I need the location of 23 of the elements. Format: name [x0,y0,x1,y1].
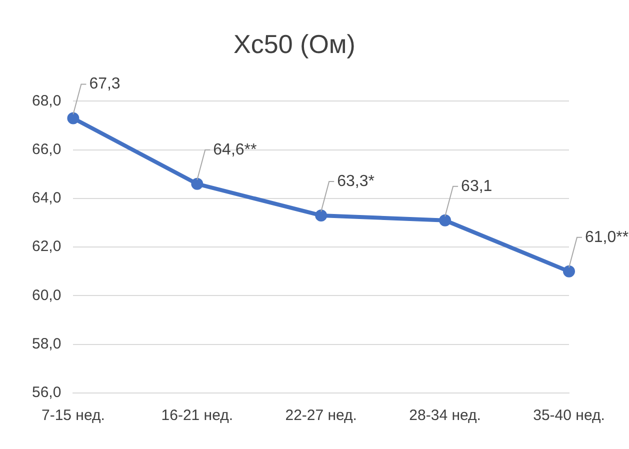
x-tick-label: 7-15 нед. [41,407,105,424]
chart-title: Xc50 (Ом) [234,28,356,59]
x-tick-label: 35-40 нед. [533,407,605,424]
data-label: 61,0** [585,228,629,246]
x-tick-label: 22-27 нед. [285,407,357,424]
point [315,209,328,222]
y-tick-label: 58,0 [32,336,62,353]
y-tick-label: 56,0 [32,384,62,402]
point [191,178,204,190]
y-tick-label: 64,0 [32,190,62,207]
y-tick-label: 68,0 [32,92,62,110]
y-tick-label: 62,0 [32,238,62,256]
point [439,214,452,226]
data-label: 64,6** [213,141,257,158]
y-tick-label: 66,0 [32,140,62,158]
x-tick-label: 28-34 нед. [409,407,481,424]
data-label: 63,3* [337,172,374,190]
point [67,112,80,124]
point [563,265,575,278]
y-tick-label: 60,0 [32,286,62,304]
data-label: 63,1 [461,178,492,195]
x-tick-label: 16-21 нед. [161,407,234,424]
data-label: 67,3 [89,76,120,93]
